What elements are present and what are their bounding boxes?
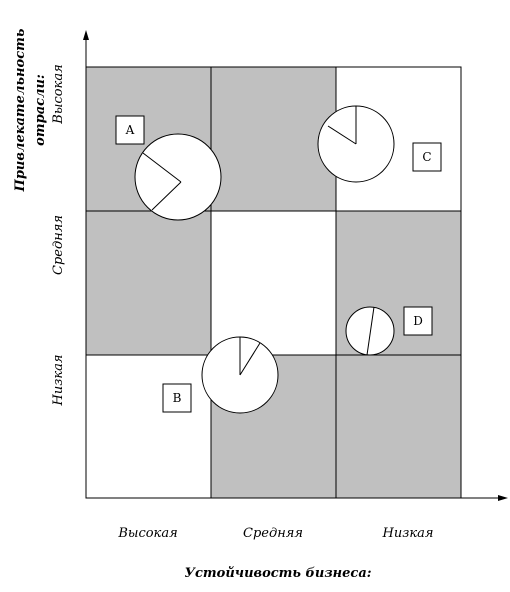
- cell-medium-attr-high-strength: [86, 211, 211, 355]
- y-level-low: Низкая: [51, 355, 66, 407]
- y-level-high-wrap: Высокая: [51, 64, 66, 124]
- axes: [83, 30, 508, 501]
- business-c-label-box: [412, 142, 442, 172]
- business-b-sector-edge-2: [239, 342, 261, 376]
- cell-low-attr-high-strength: [86, 355, 211, 498]
- business-d: D: [345, 306, 433, 356]
- business-d-sector-edge: [366, 306, 375, 356]
- y-level-medium-wrap: Средняя: [51, 215, 66, 275]
- y-axis-title-line2-wrap: отрасли:: [33, 74, 48, 146]
- business-a-label-box: [115, 115, 145, 145]
- cell-low-attr-low-strength: [336, 355, 461, 498]
- y-axis-title-line2: отрасли:: [33, 74, 48, 146]
- x-axis-arrow-icon: [498, 495, 508, 501]
- cell-medium-attr-medium-strength: [211, 211, 336, 355]
- business-a-sector-edge-1: [142, 152, 182, 183]
- y-axis-title-line1: Привлекательность: [13, 28, 28, 192]
- y-axis-title: Привлекательность: [13, 28, 28, 192]
- business-b: B: [162, 336, 279, 414]
- x-axis-title: Устойчивость бизнеса:: [184, 566, 371, 581]
- x-level-high: Высокая: [117, 526, 177, 541]
- y-level-medium: Средняя: [51, 215, 66, 275]
- x-level-low: Низкая: [382, 526, 434, 541]
- business-c-label: C: [422, 150, 431, 164]
- y-level-low-wrap: Низкая: [51, 355, 66, 407]
- x-level-medium: Средняя: [243, 526, 303, 541]
- business-a-label: A: [125, 123, 135, 137]
- business-b-label-box: [162, 383, 192, 413]
- business-a: A: [115, 115, 222, 221]
- y-level-high: Высокая: [51, 64, 66, 124]
- cell-high-attr-medium-strength: [211, 67, 336, 211]
- business-a-sector-edge-2: [151, 181, 182, 211]
- business-d-label: D: [413, 314, 423, 328]
- business-b-label: B: [173, 391, 182, 405]
- business-c: C: [317, 105, 442, 183]
- business-a-circle: [134, 133, 222, 221]
- y-axis-arrow-icon: [83, 30, 89, 40]
- business-d-label-box: [403, 306, 433, 336]
- matrix-cells: [86, 67, 461, 498]
- business-c-sector-edge-2: [327, 125, 357, 145]
